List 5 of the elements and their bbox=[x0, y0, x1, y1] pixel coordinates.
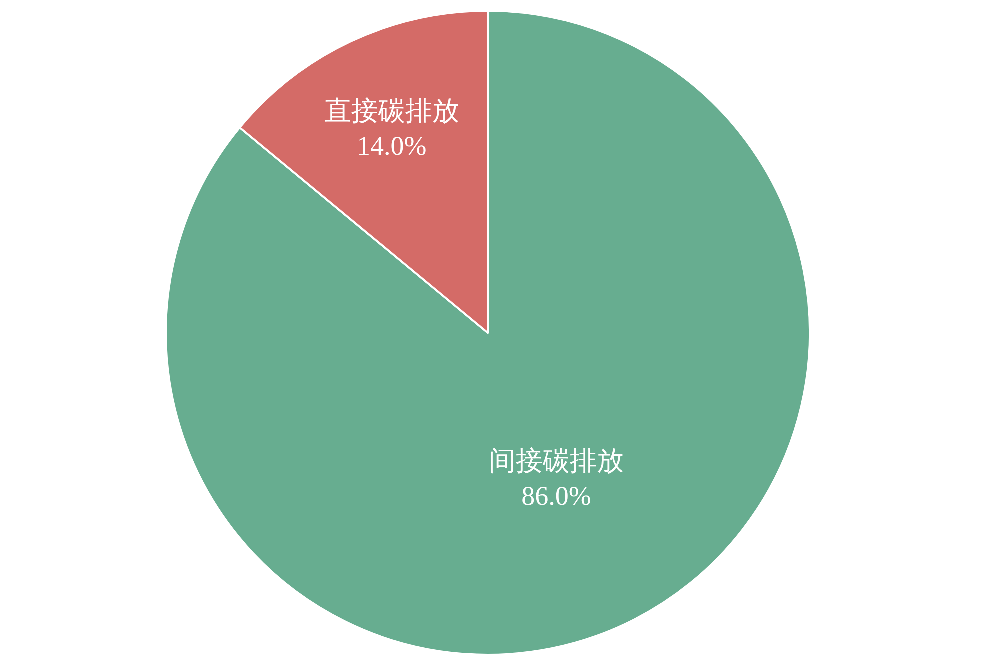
slice-label: 间接碳排放 bbox=[489, 446, 624, 476]
pie-slice bbox=[165, 10, 811, 656]
data-label: 14.0% bbox=[356, 131, 427, 162]
slice-label: 直接碳排放 bbox=[324, 96, 460, 126]
data-label: 86.0% bbox=[522, 481, 592, 512]
